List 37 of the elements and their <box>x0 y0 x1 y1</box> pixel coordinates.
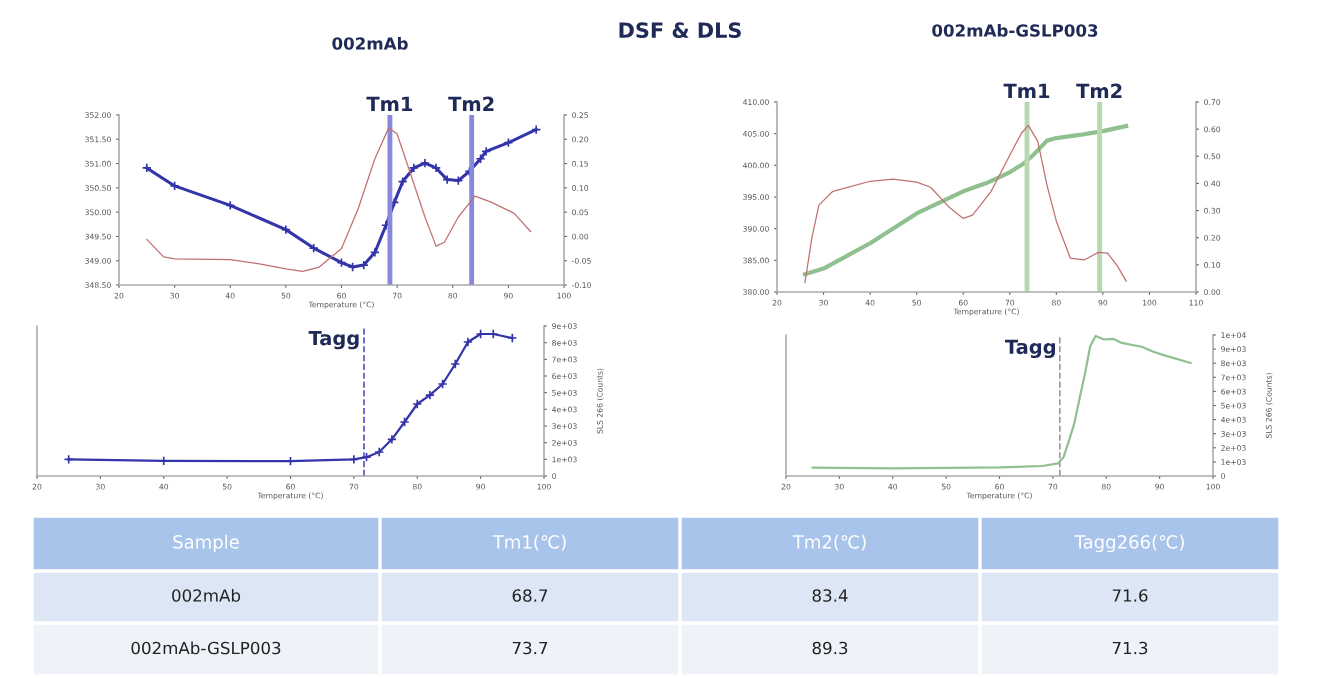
point <box>419 158 430 169</box>
line-series <box>811 335 1192 470</box>
text: Tagg266(℃) <box>1074 534 1184 553</box>
point <box>431 162 442 173</box>
text: 68.7 <box>512 589 548 602</box>
chart-title: 002mAb <box>332 36 408 50</box>
ref-line-label: Tm2 <box>1076 83 1122 98</box>
point <box>450 358 461 370</box>
text: 002mAb-GSLP003 <box>131 641 281 655</box>
point <box>348 454 359 465</box>
text: Tm2(℃) <box>792 534 866 551</box>
ref-line-label: Tm2 <box>448 96 494 111</box>
ref-line-label: Tm1 <box>1003 83 1050 98</box>
text: 73.7 <box>512 641 548 655</box>
point <box>412 398 423 410</box>
text: DSF & DLS <box>619 22 741 39</box>
point <box>141 162 152 173</box>
point <box>408 162 419 173</box>
chart-title: 002mAb-GSLP003 <box>932 23 1098 37</box>
text: 71.6 <box>1112 589 1148 602</box>
point <box>386 434 397 445</box>
text: 83.4 <box>812 589 848 602</box>
ref-line-label: Tagg <box>1004 339 1055 359</box>
text: 002mAb <box>172 588 241 602</box>
text: Sample <box>173 534 239 553</box>
text: 89.3 <box>812 641 848 655</box>
point <box>462 336 473 348</box>
text: 71.3 <box>1112 641 1148 655</box>
ref-line-label: Tm1 <box>366 96 413 111</box>
point <box>424 390 435 401</box>
point <box>308 243 319 254</box>
point <box>358 260 369 271</box>
ref-line-label: Tagg <box>308 330 359 350</box>
point <box>63 454 74 465</box>
point <box>374 446 385 458</box>
text: Tm1(℃) <box>492 534 566 551</box>
point <box>507 332 518 344</box>
